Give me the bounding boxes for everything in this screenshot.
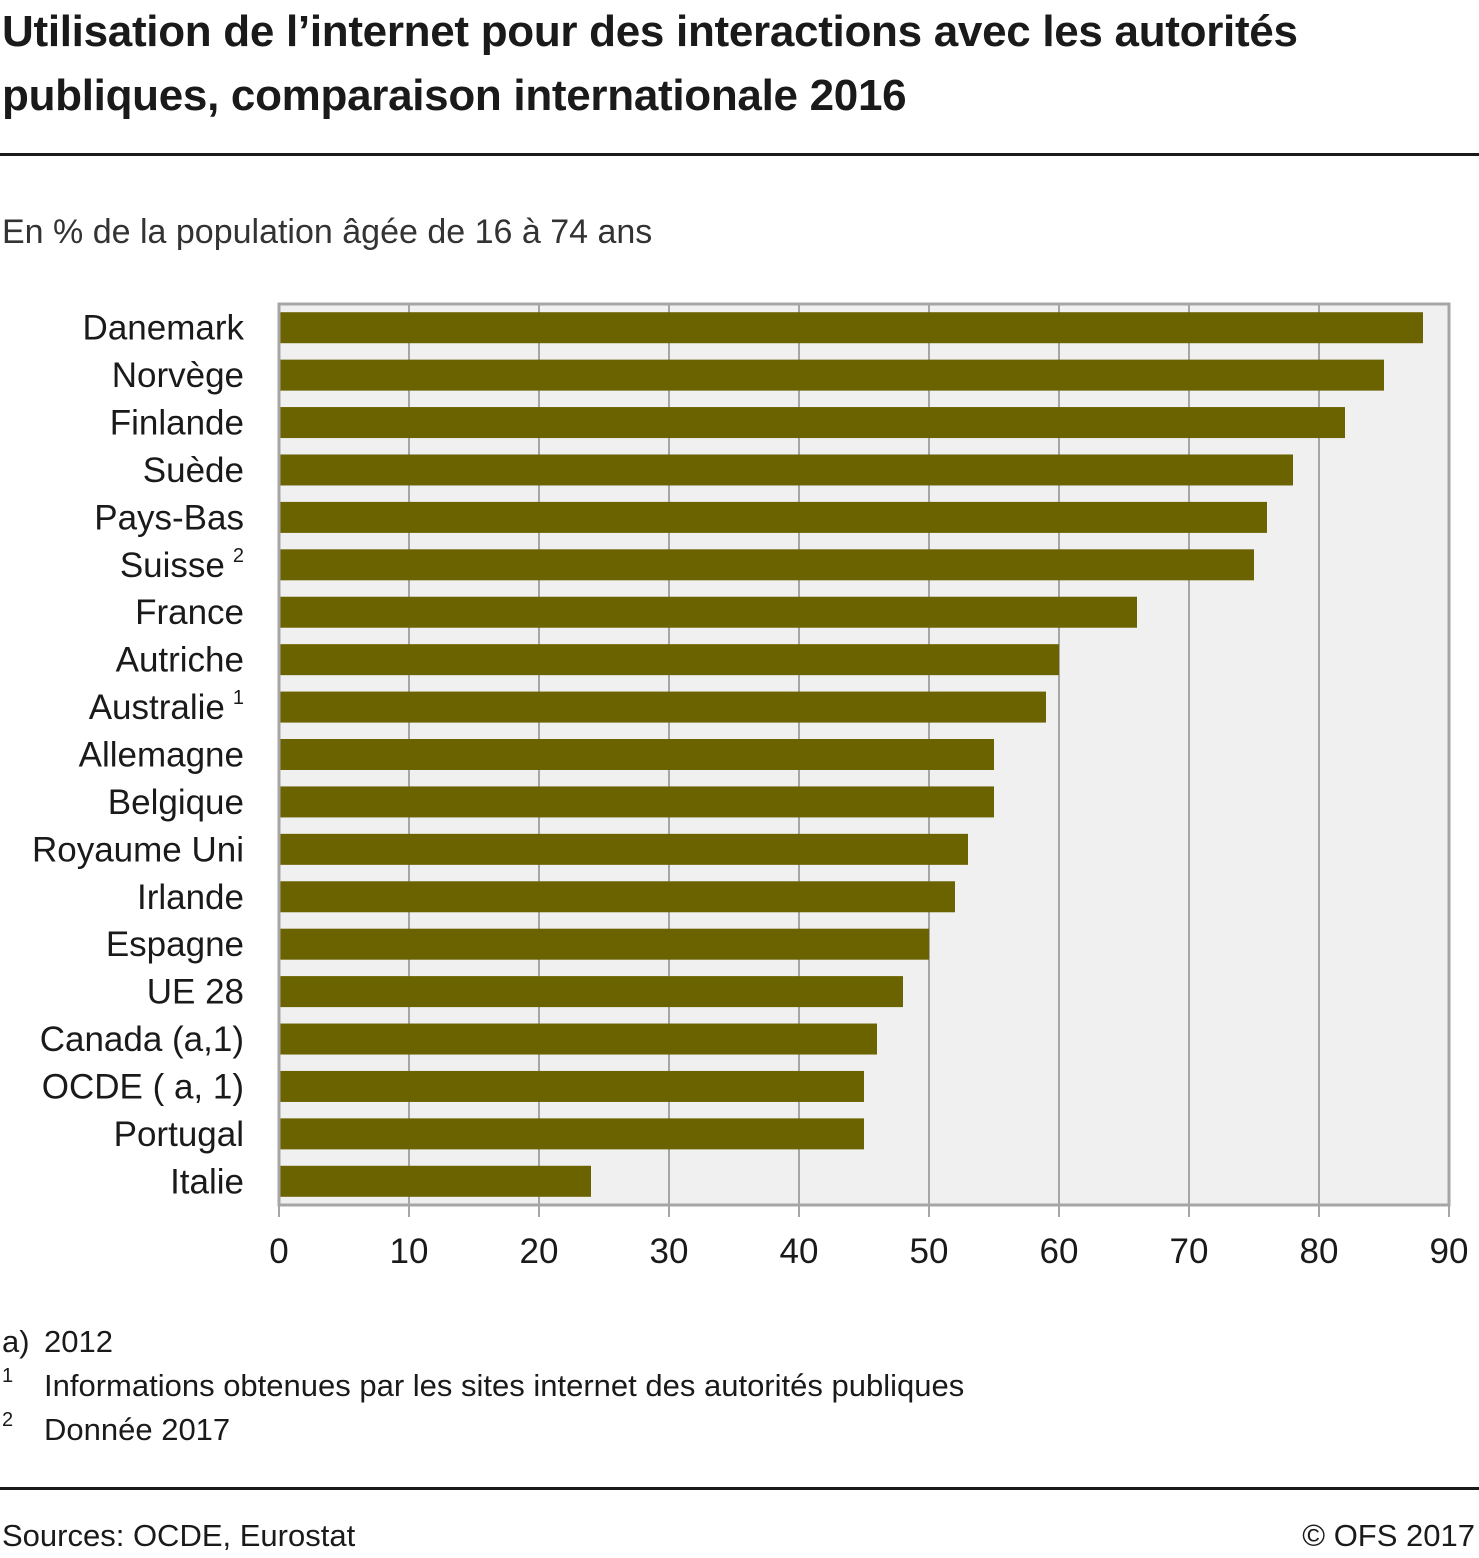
x-tick-label: 60	[1040, 1232, 1079, 1271]
x-tick-label: 0	[269, 1232, 288, 1271]
bar-chart: Danemark Norvège Finlande Suède Pays-Bas Suis…	[32, 302, 1468, 1271]
bar	[279, 739, 994, 770]
footnote-text: Donnée 2017	[44, 1412, 231, 1447]
category-label: Pays-Bas	[94, 498, 244, 537]
category-name: Canada (a,1)	[40, 1020, 244, 1059]
copyright-note: © OFS 2017	[1302, 1518, 1475, 1553]
category-label: France	[135, 593, 244, 632]
category-label: Portugal	[114, 1115, 244, 1154]
footnote-mark: a)	[2, 1324, 30, 1359]
footnote-mark: 1	[2, 1365, 14, 1387]
category-label: Suède	[143, 451, 244, 490]
title-divider	[0, 153, 1479, 156]
category-name: Australie	[89, 688, 225, 727]
bar	[279, 976, 903, 1008]
bar	[279, 786, 994, 818]
category-name: Irlande	[137, 878, 244, 917]
chart-title: Utilisation de l’internet pour des inter…	[2, 7, 1298, 120]
x-tick-label: 10	[390, 1232, 429, 1271]
category-label: Irlande	[137, 878, 244, 917]
category-label: Autriche	[116, 641, 244, 680]
category-label: UE 28	[147, 973, 244, 1012]
x-tick-label: 90	[1430, 1232, 1469, 1271]
category-label: Allemagne	[79, 736, 244, 775]
bar	[279, 928, 929, 960]
footnote-mark: 2	[2, 1409, 14, 1431]
category-name: Belgique	[108, 783, 244, 822]
bar	[279, 1165, 591, 1197]
category-name: UE 28	[147, 973, 244, 1012]
category-label: Suisse 2	[120, 545, 244, 585]
category-label: Australie 1	[89, 687, 244, 727]
bars	[279, 312, 1423, 1197]
x-tick-label: 30	[650, 1232, 689, 1271]
category-name: Suède	[143, 451, 244, 490]
bar	[279, 407, 1345, 439]
category-name: Italie	[170, 1162, 244, 1201]
x-tick-label: 20	[520, 1232, 559, 1271]
bar	[279, 596, 1137, 628]
bar	[279, 1070, 864, 1102]
category-name: France	[135, 593, 244, 632]
category-label: Danemark	[83, 309, 245, 348]
category-label: Royaume Uni	[32, 830, 244, 869]
source-note: Sources: OCDE, Eurostat	[2, 1518, 356, 1553]
x-tick-label: 80	[1300, 1232, 1339, 1271]
category-label: Finlande	[110, 404, 244, 443]
bar	[279, 454, 1293, 486]
category-name: Finlande	[110, 404, 244, 443]
bar	[279, 359, 1384, 391]
x-tick-label: 70	[1170, 1232, 1209, 1271]
footnote-text: Informations obtenues par les sites inte…	[44, 1368, 965, 1403]
bar	[279, 312, 1423, 344]
category-label: OCDE ( a, 1)	[42, 1067, 244, 1106]
chart-subtitle: En % de la population âgée de 16 à 74 an…	[2, 213, 653, 251]
category-footnote-mark: 1	[233, 687, 244, 709]
bar	[279, 881, 955, 913]
category-label: Italie	[170, 1162, 244, 1201]
category-name: Portugal	[114, 1115, 244, 1154]
category-label: Espagne	[106, 925, 244, 964]
category-label: Canada (a,1)	[40, 1020, 244, 1059]
x-tick-label: 50	[910, 1232, 949, 1271]
category-name: Norvège	[112, 356, 244, 395]
category-name: Pays-Bas	[94, 498, 244, 537]
category-name: Danemark	[83, 309, 245, 348]
category-label: Belgique	[108, 783, 244, 822]
x-tick-labels: 0 10 20 30 40 50 60 70 80 90	[269, 1232, 1468, 1271]
category-name: OCDE ( a, 1)	[42, 1067, 244, 1106]
category-name: Autriche	[116, 641, 244, 680]
category-name: Allemagne	[79, 736, 244, 775]
bar	[279, 1118, 864, 1150]
footer-divider	[0, 1487, 1479, 1490]
footnote-text: 2012	[44, 1324, 113, 1359]
bar	[279, 833, 968, 865]
bar	[279, 691, 1046, 723]
category-label: Norvège	[112, 356, 244, 395]
category-name: Suisse	[120, 546, 225, 585]
bar	[279, 501, 1267, 533]
bar	[279, 1023, 877, 1055]
category-footnote-mark: 2	[233, 545, 244, 567]
bar	[279, 644, 1059, 676]
x-tick-label: 40	[780, 1232, 819, 1271]
category-labels: Danemark Norvège Finlande Suède Pays-Bas Suis…	[32, 309, 245, 1202]
plot-frame	[277, 302, 1451, 1207]
category-name: Royaume Uni	[32, 830, 244, 869]
bar	[279, 549, 1254, 581]
category-name: Espagne	[106, 925, 244, 964]
